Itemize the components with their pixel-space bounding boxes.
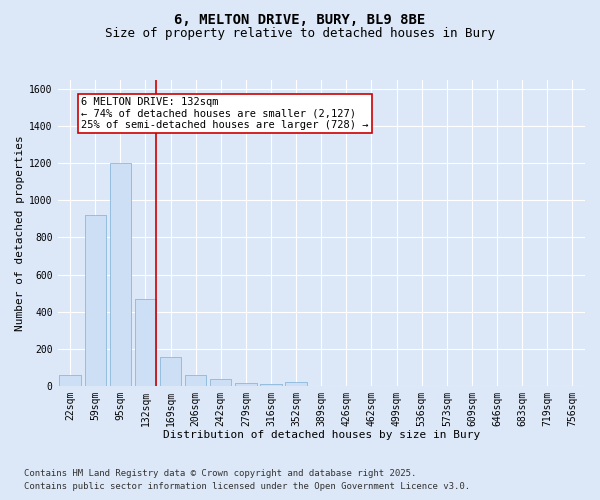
Bar bbox=[160, 357, 181, 386]
Text: Size of property relative to detached houses in Bury: Size of property relative to detached ho… bbox=[105, 28, 495, 40]
Bar bbox=[110, 164, 131, 386]
Bar bbox=[135, 298, 156, 386]
Bar bbox=[260, 384, 282, 386]
Bar bbox=[185, 374, 206, 386]
Bar bbox=[85, 216, 106, 386]
Bar bbox=[286, 382, 307, 386]
Text: 6 MELTON DRIVE: 132sqm
← 74% of detached houses are smaller (2,127)
25% of semi-: 6 MELTON DRIVE: 132sqm ← 74% of detached… bbox=[81, 96, 369, 130]
Bar bbox=[210, 379, 232, 386]
Text: 6, MELTON DRIVE, BURY, BL9 8BE: 6, MELTON DRIVE, BURY, BL9 8BE bbox=[175, 12, 425, 26]
Y-axis label: Number of detached properties: Number of detached properties bbox=[15, 135, 25, 330]
Bar bbox=[59, 375, 81, 386]
Text: Contains HM Land Registry data © Crown copyright and database right 2025.: Contains HM Land Registry data © Crown c… bbox=[24, 468, 416, 477]
X-axis label: Distribution of detached houses by size in Bury: Distribution of detached houses by size … bbox=[163, 430, 480, 440]
Bar bbox=[235, 383, 257, 386]
Text: Contains public sector information licensed under the Open Government Licence v3: Contains public sector information licen… bbox=[24, 482, 470, 491]
